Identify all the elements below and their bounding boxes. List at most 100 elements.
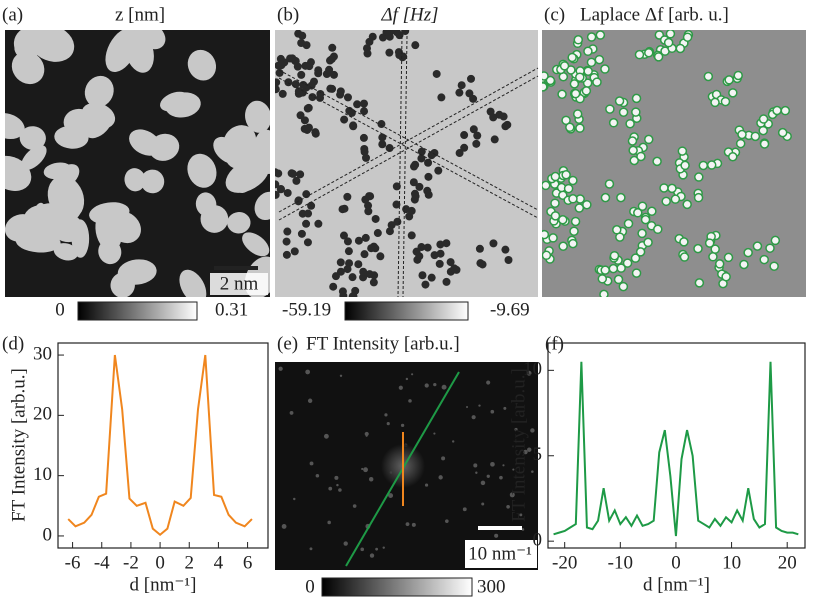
- texture: [665, 30, 676, 39]
- texture: [490, 135, 499, 144]
- data-line: [67, 354, 253, 537]
- texture: [314, 66, 323, 75]
- texture: [480, 480, 486, 486]
- texture: [360, 250, 369, 259]
- texture: [140, 169, 165, 194]
- texture: [594, 54, 605, 65]
- texture: [481, 502, 485, 506]
- texture: [288, 54, 297, 63]
- colorbar-min: 0: [305, 576, 315, 597]
- texture: [637, 228, 647, 239]
- texture: [710, 97, 720, 108]
- texture: [561, 115, 571, 126]
- texture: [563, 183, 574, 194]
- texture: [278, 366, 283, 371]
- texture: [499, 112, 508, 121]
- texture: [465, 89, 474, 98]
- texture: [462, 507, 467, 512]
- texture: [694, 278, 705, 288]
- texture: [345, 106, 354, 115]
- texture: [105, 30, 138, 73]
- texture: [359, 267, 368, 276]
- texture: [353, 100, 362, 109]
- x-tick-label: -20: [552, 552, 577, 573]
- texture: [460, 131, 469, 140]
- scale-bar-label: 10 nm⁻¹: [468, 543, 532, 564]
- texture: [478, 260, 487, 269]
- texture: [521, 528, 525, 531]
- texture: [710, 244, 720, 254]
- texture: [613, 274, 624, 285]
- texture: [575, 123, 585, 133]
- texture: [616, 263, 626, 273]
- texture: [289, 410, 294, 415]
- texture: [417, 147, 426, 156]
- texture: [466, 406, 469, 409]
- panel-label: (e): [277, 333, 298, 354]
- y-tick-label: 10: [523, 359, 542, 380]
- texture: [759, 254, 769, 265]
- texture: [527, 447, 532, 452]
- texture: [348, 292, 357, 297]
- plot-frame: [547, 342, 806, 549]
- texture: [679, 252, 690, 262]
- y-tick-label: 10: [33, 464, 52, 485]
- texture: [490, 409, 495, 414]
- texture: [293, 497, 296, 501]
- x-tick-label: 4: [214, 552, 224, 573]
- x-axis-label: d [nm⁻¹]: [643, 574, 710, 595]
- colorbar: [77, 301, 198, 321]
- texture: [360, 547, 365, 552]
- texture: [294, 87, 303, 96]
- texture: [340, 115, 349, 124]
- image-b-content: [275, 30, 513, 297]
- texture: [288, 169, 297, 178]
- texture: [309, 547, 313, 551]
- texture: [363, 467, 368, 473]
- texture: [360, 144, 369, 153]
- x-tick-label: 0: [155, 552, 165, 573]
- texture: [629, 155, 639, 166]
- texture: [410, 195, 419, 204]
- x-tick-label: 2: [185, 552, 195, 573]
- texture: [405, 522, 410, 527]
- texture: [343, 192, 352, 201]
- texture: [455, 88, 464, 97]
- y-tick-label: 0: [43, 524, 53, 545]
- texture: [647, 206, 657, 217]
- texture: [630, 253, 641, 263]
- texture: [360, 107, 369, 116]
- texture: [565, 122, 575, 133]
- texture: [297, 70, 306, 79]
- texture: [343, 237, 352, 246]
- y-tick-label: 30: [33, 343, 52, 364]
- texture: [336, 258, 345, 267]
- texture: [441, 456, 446, 461]
- texture: [284, 78, 293, 87]
- texture: [437, 93, 446, 102]
- texture: [519, 513, 523, 517]
- texture: [339, 374, 343, 377]
- panel-label: (d): [2, 333, 24, 354]
- texture: [354, 260, 363, 269]
- scale-bar-bg: [210, 273, 268, 295]
- x-tick-label: 10: [722, 552, 741, 573]
- texture: [47, 175, 85, 220]
- texture: [623, 218, 634, 229]
- texture: [640, 214, 651, 225]
- texture: [424, 172, 433, 181]
- texture: [179, 269, 207, 297]
- texture: [338, 488, 342, 492]
- texture: [609, 250, 620, 261]
- texture: [95, 209, 123, 252]
- texture: [336, 90, 345, 99]
- texture: [693, 243, 703, 254]
- texture: [469, 125, 478, 134]
- texture: [614, 96, 625, 106]
- texture: [542, 180, 551, 191]
- colorbar-min: 0: [55, 299, 65, 320]
- texture: [512, 468, 515, 471]
- texture: [728, 88, 738, 98]
- texture: [652, 156, 662, 167]
- texture: [385, 32, 394, 41]
